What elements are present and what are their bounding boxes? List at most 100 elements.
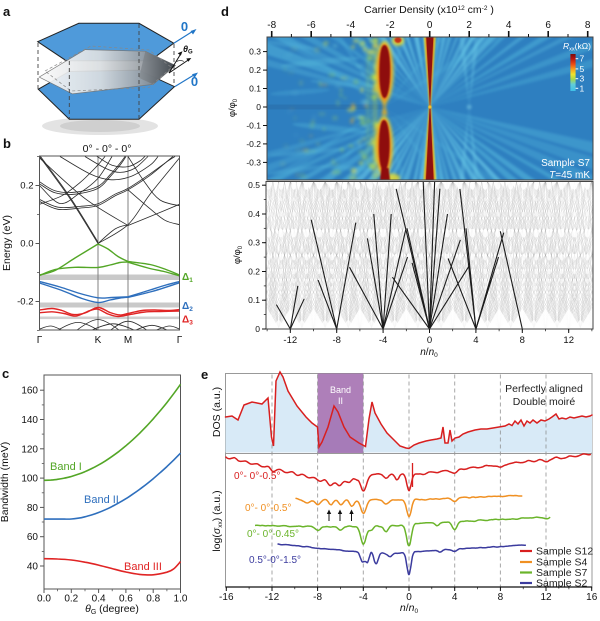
svg-text:40: 40	[27, 562, 39, 573]
svg-text:8: 8	[520, 335, 525, 346]
svg-text:0.6: 0.6	[119, 594, 133, 605]
svg-text:0: 0	[406, 592, 412, 603]
svg-text:12: 12	[563, 335, 574, 346]
svg-text:-4: -4	[379, 335, 387, 346]
svg-text:0°- 0°-0.5°: 0°- 0°-0.5°	[245, 503, 291, 514]
svg-text:16: 16	[586, 592, 598, 603]
svg-text:-12: -12	[283, 335, 297, 346]
svg-text:0.5°-0°-1.5°: 0.5°-0°-1.5°	[249, 555, 301, 566]
svg-text:φ/φ0: φ/φ0	[227, 98, 239, 117]
svg-text:log(σxx) (a.u.): log(σxx) (a.u.)	[211, 490, 224, 551]
svg-text:θG: θG	[183, 44, 193, 56]
svg-text:0.2: 0.2	[64, 594, 78, 605]
svg-text:1: 1	[580, 83, 585, 93]
svg-text:a: a	[3, 4, 11, 19]
svg-text:0.2: 0.2	[249, 65, 261, 75]
svg-text:1.0: 1.0	[174, 594, 188, 605]
svg-text:6: 6	[545, 20, 551, 31]
svg-text:II: II	[338, 396, 343, 406]
svg-text:Band I: Band I	[50, 461, 82, 473]
svg-text:b: b	[3, 136, 11, 151]
svg-text:Band II: Band II	[84, 494, 119, 506]
svg-text:n/n0: n/n0	[400, 602, 419, 615]
svg-text:0.2: 0.2	[20, 181, 33, 192]
svg-text:Γ: Γ	[177, 335, 183, 346]
svg-text:100: 100	[21, 474, 38, 485]
svg-text:-8: -8	[332, 335, 340, 346]
svg-text:Δ2: Δ2	[182, 301, 193, 313]
svg-text:140: 140	[21, 415, 38, 426]
svg-text:Sample S7: Sample S7	[536, 567, 588, 579]
svg-text:-4: -4	[346, 20, 355, 31]
svg-text:0: 0	[427, 335, 432, 346]
svg-text:Δ3: Δ3	[182, 315, 193, 327]
svg-text:-0.2: -0.2	[246, 139, 261, 149]
svg-text:0.0: 0.0	[20, 239, 33, 250]
svg-text:8: 8	[498, 592, 504, 603]
svg-text:Sample S2: Sample S2	[536, 578, 588, 590]
svg-text:0°- 0°-0.45°: 0°- 0°-0.45°	[247, 529, 299, 540]
svg-text:4: 4	[506, 20, 512, 31]
svg-text:-4: -4	[359, 592, 368, 603]
svg-text:0° - 0° - 0°: 0° - 0° - 0°	[83, 143, 132, 155]
svg-text:0: 0	[191, 74, 198, 89]
svg-text:0.8: 0.8	[146, 594, 160, 605]
svg-text:0.3: 0.3	[248, 238, 260, 248]
svg-text:-6: -6	[307, 20, 316, 31]
svg-text:0: 0	[427, 20, 433, 31]
svg-text:-8: -8	[313, 592, 322, 603]
svg-text:Sample S12: Sample S12	[536, 546, 593, 558]
svg-text:n/n0: n/n0	[420, 347, 438, 359]
svg-text:0.5: 0.5	[248, 180, 260, 190]
svg-text:T=45 mK: T=45 mK	[549, 170, 590, 181]
svg-text:-16: -16	[219, 592, 234, 603]
svg-text:0: 0	[255, 324, 260, 334]
svg-text:-2: -2	[386, 20, 395, 31]
svg-text:Energy (eV): Energy (eV)	[1, 215, 13, 271]
svg-text:0°- 0°-0.5°: 0°- 0°-0.5°	[234, 471, 280, 482]
svg-text:0.0: 0.0	[37, 594, 51, 605]
svg-text:Bandwidth (meV): Bandwidth (meV)	[0, 442, 11, 523]
svg-text:3: 3	[580, 74, 585, 84]
svg-text:5: 5	[580, 64, 585, 74]
svg-text:8: 8	[585, 20, 591, 31]
svg-text:12: 12	[540, 592, 552, 603]
svg-text:Sample S4: Sample S4	[536, 557, 588, 569]
svg-text:e: e	[201, 367, 208, 382]
svg-text:4: 4	[452, 592, 458, 603]
svg-text:0.4: 0.4	[92, 594, 106, 605]
svg-text:0.1: 0.1	[248, 295, 260, 305]
svg-text:-0.1: -0.1	[246, 120, 261, 130]
svg-text:d: d	[221, 4, 229, 19]
svg-text:7: 7	[580, 54, 585, 64]
svg-text:K: K	[95, 335, 102, 346]
svg-text:Δ1: Δ1	[182, 272, 193, 284]
svg-text:0: 0	[181, 19, 188, 34]
svg-text:160: 160	[21, 386, 38, 397]
svg-text:Band III: Band III	[124, 561, 162, 573]
svg-text:0.2: 0.2	[248, 266, 260, 276]
svg-text:4: 4	[473, 335, 478, 346]
svg-text:0.1: 0.1	[249, 84, 261, 94]
svg-text:-12: -12	[265, 592, 280, 603]
svg-text:DOS (a.u.): DOS (a.u.)	[211, 387, 223, 437]
svg-text:-0.2: -0.2	[17, 297, 33, 308]
svg-text:-0.3: -0.3	[246, 157, 261, 167]
svg-text:θG (degree): θG (degree)	[85, 603, 139, 616]
svg-text:Double moiré: Double moiré	[513, 396, 576, 408]
svg-text:Rxx(kΩ): Rxx(kΩ)	[563, 41, 591, 53]
svg-text:c: c	[2, 366, 9, 381]
svg-text:-8: -8	[267, 20, 276, 31]
svg-text:2: 2	[466, 20, 472, 31]
svg-text:60: 60	[27, 532, 39, 543]
svg-text:Perfectly aligned: Perfectly aligned	[505, 383, 583, 395]
svg-text:Band: Band	[330, 385, 351, 395]
svg-text:0.4: 0.4	[248, 209, 260, 219]
svg-text:0: 0	[256, 102, 261, 112]
svg-text:Γ: Γ	[37, 335, 43, 346]
svg-text:80: 80	[27, 503, 39, 514]
svg-text:Carrier Density (x1012 cm-2 ): Carrier Density (x1012 cm-2 )	[364, 4, 494, 16]
svg-text:0.3: 0.3	[249, 47, 261, 57]
svg-text:φ/φ0: φ/φ0	[232, 245, 244, 264]
svg-text:120: 120	[21, 444, 38, 455]
